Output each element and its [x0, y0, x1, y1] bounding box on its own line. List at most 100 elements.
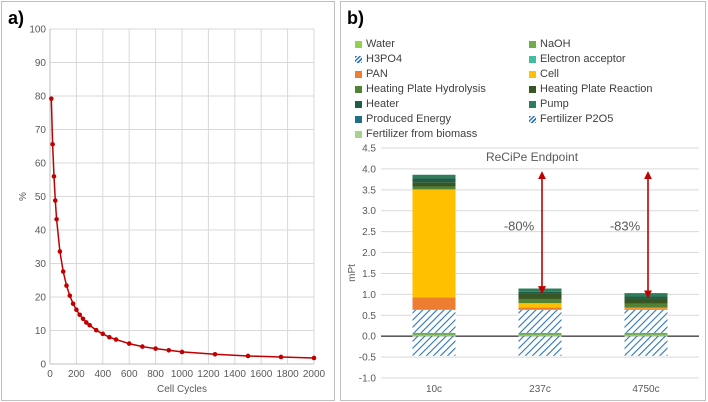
data-point: [278, 354, 284, 360]
data-point: [54, 216, 59, 222]
legend-swatch: [529, 55, 536, 63]
legend-label: Heating Plate Reaction: [540, 83, 653, 95]
y-tick-label: 50: [35, 192, 47, 203]
legend-label: PAN: [366, 68, 388, 80]
data-point: [80, 316, 86, 322]
legend-swatch: [355, 40, 362, 48]
legend-label: Heater: [366, 98, 400, 110]
data-point: [52, 198, 58, 203]
bar-segment: [412, 174, 456, 179]
y-tick-label: 60: [35, 159, 47, 170]
legend-label: Fertilizer P2O5: [540, 113, 614, 125]
bar-segment: [518, 332, 562, 335]
data-point: [70, 301, 76, 307]
legend-item: H3PO4: [355, 52, 402, 66]
bar-segment: [412, 309, 456, 333]
recipe-endpoint-bar-chart: -1.0 -0.5 0.0 0.5 1.0 1.5 2.0 2.5 3.0 3.5 4.0 4.5 mP…: [347, 144, 699, 395]
legend-label: H3PO4: [366, 53, 403, 65]
legend-swatch: [529, 100, 536, 108]
x-tick-label: 600: [121, 369, 138, 380]
bar-segment: [412, 182, 456, 187]
y-tick-label: 80: [35, 92, 47, 103]
legend-swatch: [355, 55, 362, 63]
y-tick-label: 0.5: [362, 311, 376, 322]
y-tick-label: 100: [29, 25, 46, 36]
y-tick-label: -1.0: [359, 374, 377, 385]
y-tick-label: 10: [35, 326, 47, 337]
data-point: [179, 349, 185, 355]
y-tick-label: 90: [35, 58, 47, 69]
bar-segment: [412, 309, 456, 310]
bar-segment: [624, 296, 668, 299]
panel-a-label: a): [8, 8, 25, 28]
bar-segment: [518, 309, 562, 333]
x-tick-label: 1600: [250, 369, 273, 380]
legend-swatch: [355, 100, 362, 108]
x-tick-label: 237c: [529, 384, 551, 395]
data-point: [93, 327, 99, 333]
bar-segment: [412, 178, 456, 183]
x-tick-label: 2000: [303, 369, 326, 380]
reduction-label: -80%: [504, 218, 535, 233]
data-point: [77, 312, 82, 318]
y-tick-label: 4.5: [362, 144, 376, 155]
legend-label: Fertilizer from biomass: [366, 128, 478, 140]
data-point: [74, 307, 79, 313]
bar-segment: [518, 303, 562, 308]
legend-label: Produced Energy: [366, 113, 451, 125]
bar-segment: [624, 303, 668, 308]
y-tick-label: 2.0: [362, 248, 376, 259]
data-point: [140, 344, 145, 349]
panel-a: a) 0 10 20 30 40 50 60 70 80 90 100 0 200 400 600 800 10…: [1, 1, 335, 401]
legend-label: Cell: [540, 68, 559, 80]
bar-segment: [624, 332, 668, 335]
bar-segment: [624, 308, 668, 309]
x-tick-label: 800: [147, 369, 164, 380]
bar-segment: [412, 336, 456, 356]
y-axis-title: %: [18, 192, 29, 201]
data-point: [100, 331, 106, 337]
data-point: [113, 337, 119, 342]
data-point: [107, 334, 112, 340]
bar-segment: [518, 298, 562, 304]
y-tick-label: 1.0: [362, 290, 376, 301]
legend-item: Heating Plate Reaction: [529, 82, 653, 96]
legend-swatch: [529, 40, 536, 48]
x-axis-title: Cell Cycles: [157, 384, 207, 395]
data-point: [84, 320, 89, 325]
bar-segment: [412, 332, 456, 335]
data-point: [311, 355, 317, 361]
bar-segment: [412, 297, 456, 309]
bar-segment: [624, 336, 668, 356]
bar-segment: [412, 186, 456, 190]
legend-swatch: [355, 130, 362, 138]
legend-label: Heating Plate Hydrolysis: [366, 83, 486, 95]
y-tick-label: 20: [35, 293, 47, 304]
data-point: [64, 283, 69, 288]
legend-swatch: [355, 70, 362, 78]
legend-swatch: [355, 85, 362, 93]
data-point: [87, 322, 92, 328]
data-point: [166, 347, 172, 353]
x-tick-label: 400: [94, 369, 111, 380]
legend-label: Water: [366, 38, 395, 50]
bar-segment: [624, 309, 668, 310]
bar-segment: [518, 336, 562, 356]
bar-segment: [624, 334, 668, 337]
bar-segment: [518, 291, 562, 294]
panel-b: b) Water NaOH H3PO4 Electron acceptor PAN Cel…: [340, 1, 706, 401]
legend-swatch: [529, 115, 536, 123]
bar-segment: [624, 298, 668, 304]
x-tick-label: 1800: [276, 369, 299, 380]
bar-segment: [518, 288, 562, 292]
x-tick-label: 1400: [224, 369, 247, 380]
data-point: [49, 96, 54, 101]
legend-item: Pump: [529, 97, 569, 111]
bar-segment: [518, 293, 562, 299]
data-point: [212, 351, 218, 357]
bar-segment: [518, 307, 562, 309]
legend-label: NaOH: [540, 38, 571, 50]
y-tick-label: 3.0: [362, 206, 376, 217]
legend-item: Cell: [529, 67, 559, 81]
